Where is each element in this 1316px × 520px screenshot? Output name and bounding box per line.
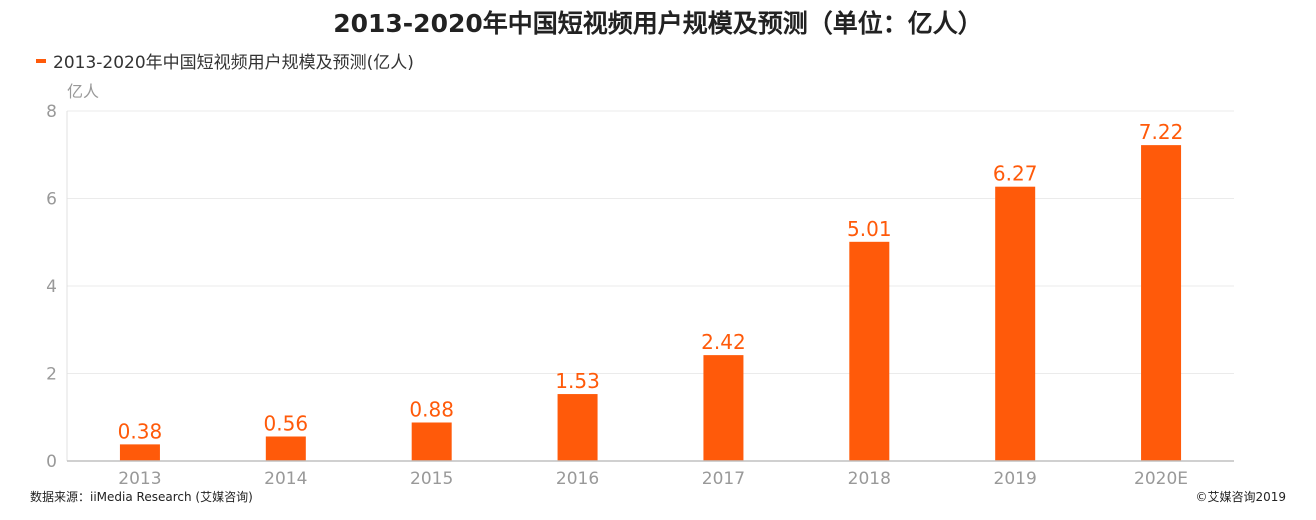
x-tick-label: 2013: [118, 469, 161, 489]
y-axis-label: 亿人: [67, 82, 100, 101]
data-label: 7.22: [1139, 120, 1184, 144]
data-label: 0.88: [409, 398, 454, 422]
x-tick-label: 2016: [556, 469, 599, 489]
legend-label: 2013-2020年中国短视频用户规模及预测(亿人): [53, 53, 414, 73]
x-tick-label: 2017: [702, 469, 745, 489]
legend-swatch: [36, 58, 46, 63]
y-tick-label: 8: [46, 102, 57, 122]
data-label: 6.27: [993, 162, 1038, 186]
y-tick-label: 2: [46, 365, 57, 385]
data-label: 0.56: [264, 412, 309, 436]
data-label: 5.01: [847, 217, 892, 241]
x-tick-label: 2018: [848, 469, 891, 489]
bar-2015: [411, 422, 452, 461]
data-label: 0.38: [118, 419, 163, 443]
bar-2020E: [1141, 145, 1182, 461]
copyright: ©艾媒咨询2019: [1195, 490, 1286, 504]
bar-2016: [557, 394, 598, 461]
x-tick-label: 2020E: [1134, 469, 1188, 489]
y-tick-label: 6: [46, 190, 57, 210]
x-tick-label: 2019: [994, 469, 1037, 489]
data-label: 2.42: [701, 330, 746, 354]
bar-2019: [995, 186, 1036, 461]
x-tick-label: 2015: [410, 469, 453, 489]
bar-2018: [849, 241, 890, 461]
y-tick-label: 4: [46, 277, 57, 297]
data-label: 1.53: [555, 369, 600, 393]
chart-title: 2013-2020年中国短视频用户规模及预测（单位：亿人）: [333, 9, 983, 38]
x-tick-label: 2014: [264, 469, 307, 489]
source-note: 数据来源：iiMedia Research (艾媒咨询): [30, 490, 253, 504]
bar-2017: [703, 355, 744, 461]
legend: 2013-2020年中国短视频用户规模及预测(亿人): [36, 48, 414, 73]
y-tick-label: 0: [46, 452, 57, 472]
bar-2013: [119, 444, 160, 461]
bar-2014: [265, 436, 306, 461]
